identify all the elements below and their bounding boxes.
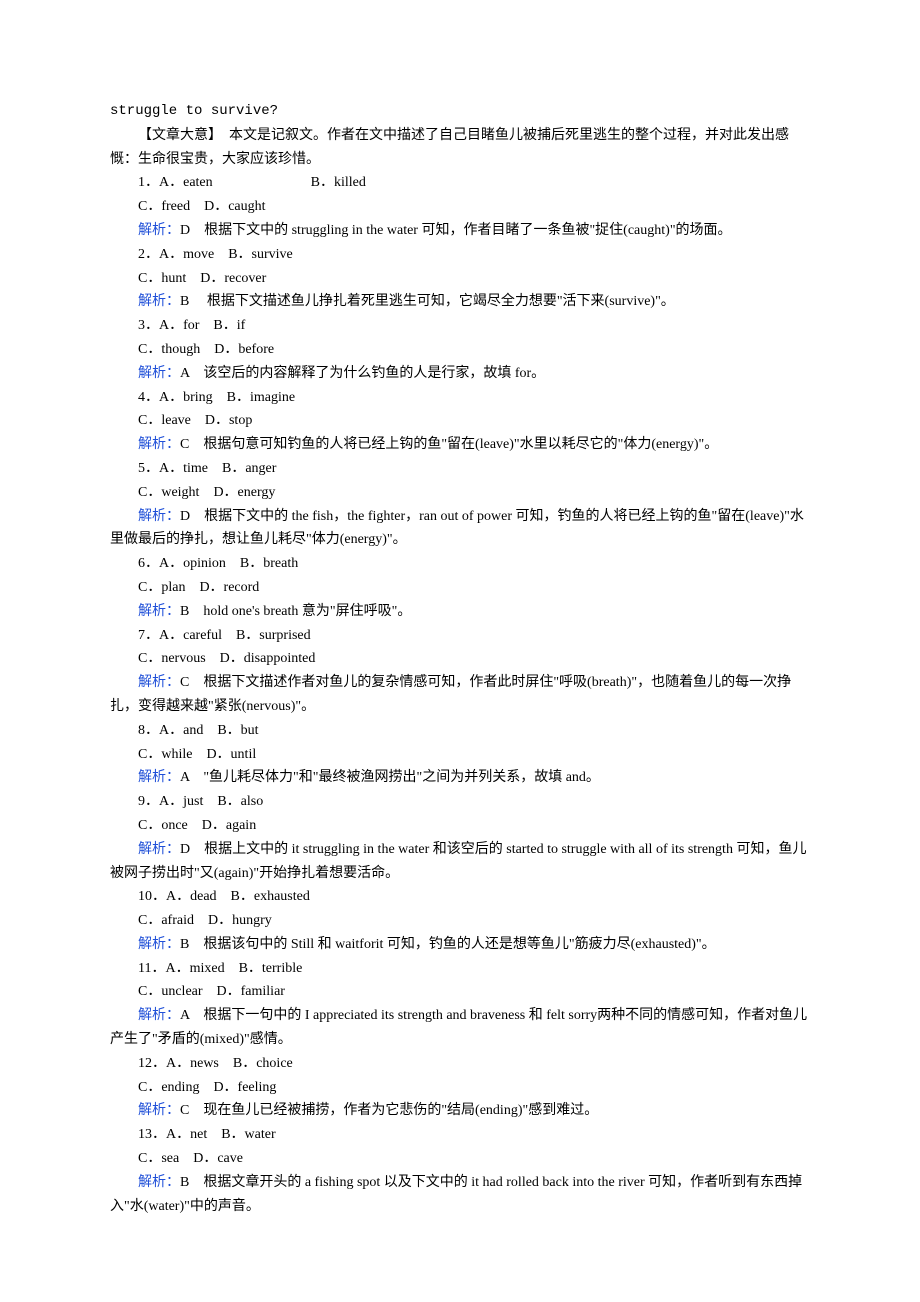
question-row2: C．ending D．feeling bbox=[110, 1076, 810, 1100]
question-analysis: 解析：A 根据下一句中的 I appreciated its strength … bbox=[110, 1004, 810, 1052]
question-analysis: 解析：B hold one's breath 意为"屏住呼吸"。 bbox=[110, 600, 810, 624]
question-analysis: 解析：C 现在鱼儿已经被捕捞，作者为它悲伤的"结局(ending)"感到难过。 bbox=[110, 1099, 810, 1123]
analysis-label: 解析： bbox=[138, 675, 180, 690]
question-row2: C．once D．again bbox=[110, 814, 810, 838]
question-row1: 9．A．just B．also bbox=[110, 790, 810, 814]
question-row1: 5．A．time B．anger bbox=[110, 457, 810, 481]
question-row2: C．nervous D．disappointed bbox=[110, 647, 810, 671]
analysis-text: D 根据下文中的 struggling in the water 可知，作者目睹… bbox=[180, 223, 732, 238]
question-row2: C．freed D．caught bbox=[110, 195, 810, 219]
analysis-label: 解析： bbox=[138, 437, 180, 452]
question-row2: C．while D．until bbox=[110, 743, 810, 767]
question-row1: 7．A．careful B．surprised bbox=[110, 624, 810, 648]
questions-container: 1．A．eaten B．killedC．freed D．caught解析：D 根… bbox=[110, 171, 810, 1218]
analysis-text: A 根据下一句中的 I appreciated its strength and… bbox=[110, 1008, 807, 1047]
question-analysis: 解析：D 根据上文中的 it struggling in the water 和… bbox=[110, 838, 810, 886]
analysis-text: C 根据句意可知钓鱼的人将已经上钩的鱼"留在(leave)"水里以耗尽它的"体力… bbox=[180, 437, 718, 452]
summary: 【文章大意】 本文是记叙文。作者在文中描述了自己目睹鱼儿被捕后死里逃生的整个过程… bbox=[110, 124, 810, 172]
question-row1: 2．A．move B．survive bbox=[110, 243, 810, 267]
question-row2: C．sea D．cave bbox=[110, 1147, 810, 1171]
question-analysis: 解析：B 根据文章开头的 a fishing spot 以及下文中的 it ha… bbox=[110, 1171, 810, 1219]
analysis-label: 解析： bbox=[138, 1008, 180, 1023]
question-analysis: 解析：D 根据下文中的 struggling in the water 可知，作… bbox=[110, 219, 810, 243]
question-row2: C．hunt D．recover bbox=[110, 267, 810, 291]
analysis-text: B hold one's breath 意为"屏住呼吸"。 bbox=[180, 604, 411, 619]
header-line: struggle to survive? bbox=[110, 100, 810, 124]
question-row2: C．afraid D．hungry bbox=[110, 909, 810, 933]
question-row2: C．weight D．energy bbox=[110, 481, 810, 505]
page-content: struggle to survive? 【文章大意】 本文是记叙文。作者在文中… bbox=[0, 0, 920, 1302]
analysis-text: B 根据该句中的 Still 和 waitforit 可知，钓鱼的人还是想等鱼儿… bbox=[180, 937, 716, 952]
analysis-text: B 根据下文描述鱼儿挣扎着死里逃生可知，它竭尽全力想要"活下来(survive)… bbox=[180, 294, 675, 309]
question-analysis: 解析：C 根据下文描述作者对鱼儿的复杂情感可知，作者此时屏住"呼吸(breath… bbox=[110, 671, 810, 719]
question-analysis: 解析：A 该空后的内容解释了为什么钓鱼的人是行家，故填 for。 bbox=[110, 362, 810, 386]
analysis-text: C 根据下文描述作者对鱼儿的复杂情感可知，作者此时屏住"呼吸(breath)"，… bbox=[110, 675, 791, 714]
summary-label: 【文章大意】 bbox=[138, 128, 215, 143]
question-analysis: 解析：C 根据句意可知钓鱼的人将已经上钩的鱼"留在(leave)"水里以耗尽它的… bbox=[110, 433, 810, 457]
question-analysis: 解析：A "鱼儿耗尽体力"和"最终被渔网捞出"之间为并列关系，故填 and。 bbox=[110, 766, 810, 790]
analysis-label: 解析： bbox=[138, 604, 180, 619]
question-row1: 13．A．net B．water bbox=[110, 1123, 810, 1147]
analysis-text: A 该空后的内容解释了为什么钓鱼的人是行家，故填 for。 bbox=[180, 366, 545, 381]
question-row1: 1．A．eaten B．killed bbox=[110, 171, 810, 195]
question-row2: C．leave D．stop bbox=[110, 409, 810, 433]
question-row1: 6．A．opinion B．breath bbox=[110, 552, 810, 576]
question-row1: 12．A．news B．choice bbox=[110, 1052, 810, 1076]
analysis-label: 解析： bbox=[138, 1103, 180, 1118]
question-analysis: 解析：B 根据该句中的 Still 和 waitforit 可知，钓鱼的人还是想… bbox=[110, 933, 810, 957]
analysis-label: 解析： bbox=[138, 1175, 180, 1190]
analysis-text: C 现在鱼儿已经被捕捞，作者为它悲伤的"结局(ending)"感到难过。 bbox=[180, 1103, 598, 1118]
question-analysis: 解析：D 根据下文中的 the fish，the fighter，ran out… bbox=[110, 505, 810, 553]
question-row1: 4．A．bring B．imagine bbox=[110, 386, 810, 410]
question-row1: 11．A．mixed B．terrible bbox=[110, 957, 810, 981]
analysis-text: D 根据下文中的 the fish，the fighter，ran out of… bbox=[110, 509, 804, 548]
analysis-label: 解析： bbox=[138, 937, 180, 952]
analysis-label: 解析： bbox=[138, 770, 180, 785]
analysis-text: B 根据文章开头的 a fishing spot 以及下文中的 it had r… bbox=[110, 1175, 802, 1214]
question-row1: 3．A．for B．if bbox=[110, 314, 810, 338]
analysis-text: A "鱼儿耗尽体力"和"最终被渔网捞出"之间为并列关系，故填 and。 bbox=[180, 770, 600, 785]
analysis-text: D 根据上文中的 it struggling in the water 和该空后… bbox=[110, 842, 806, 881]
analysis-label: 解析： bbox=[138, 294, 180, 309]
analysis-label: 解析： bbox=[138, 509, 180, 524]
analysis-label: 解析： bbox=[138, 366, 180, 381]
question-row2: C．unclear D．familiar bbox=[110, 980, 810, 1004]
analysis-label: 解析： bbox=[138, 223, 180, 238]
analysis-label: 解析： bbox=[138, 842, 180, 857]
question-analysis: 解析：B 根据下文描述鱼儿挣扎着死里逃生可知，它竭尽全力想要"活下来(survi… bbox=[110, 290, 810, 314]
question-row2: C．though D．before bbox=[110, 338, 810, 362]
question-row1: 10．A．dead B．exhausted bbox=[110, 885, 810, 909]
question-row1: 8．A．and B．but bbox=[110, 719, 810, 743]
question-row2: C．plan D．record bbox=[110, 576, 810, 600]
